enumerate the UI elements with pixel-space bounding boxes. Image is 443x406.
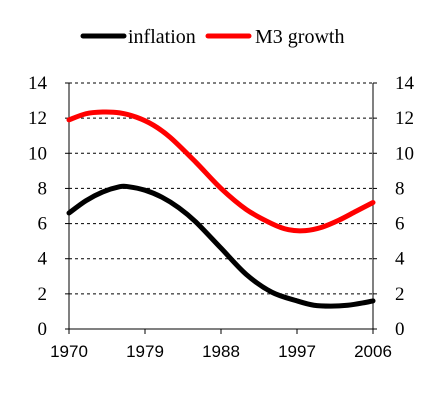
y-tick-label-left: 8 <box>38 178 48 199</box>
x-tick-label: 1997 <box>278 342 316 361</box>
y-tick-label-left: 14 <box>28 73 48 94</box>
y-tick-label-right: 8 <box>395 178 405 199</box>
x-tick-label: 1970 <box>50 342 88 361</box>
legend-label-inflation: inflation <box>128 26 196 48</box>
y-tick-label-right: 0 <box>395 319 405 340</box>
x-tick-label: 1979 <box>126 342 164 361</box>
axes <box>65 82 377 334</box>
y-tick-label-left: 12 <box>28 108 47 129</box>
x-tick-label: 2006 <box>354 342 392 361</box>
series-line-m3-growth <box>66 109 376 234</box>
y-tick-label-right: 10 <box>395 143 414 164</box>
y-tick-label-left: 0 <box>38 319 48 340</box>
y-tick-label-right: 2 <box>395 284 405 305</box>
y-tick-label-right: 6 <box>395 214 405 235</box>
y-tick-label-left: 10 <box>28 143 47 164</box>
y-tick-label-right: 4 <box>395 249 405 270</box>
y-tick-label-left: 2 <box>38 284 48 305</box>
legend-label-m3-growth: M3 growth <box>255 26 344 48</box>
y-tick-label-right: 14 <box>395 73 415 94</box>
x-tick-label: 1988 <box>202 342 240 361</box>
y-tick-label-left: 4 <box>38 249 48 270</box>
legend: inflation M3 growth <box>80 26 344 48</box>
tick-labels: 0 0 2 2 4 4 6 6 8 8 10 10 12 12 14 14 1970 1979 1988 1997 20… <box>28 73 415 361</box>
y-tick-label-right: 12 <box>395 108 414 129</box>
series-line-inflation <box>66 183 376 309</box>
y-tick-label-left: 6 <box>38 214 48 235</box>
series-lines <box>66 109 376 309</box>
